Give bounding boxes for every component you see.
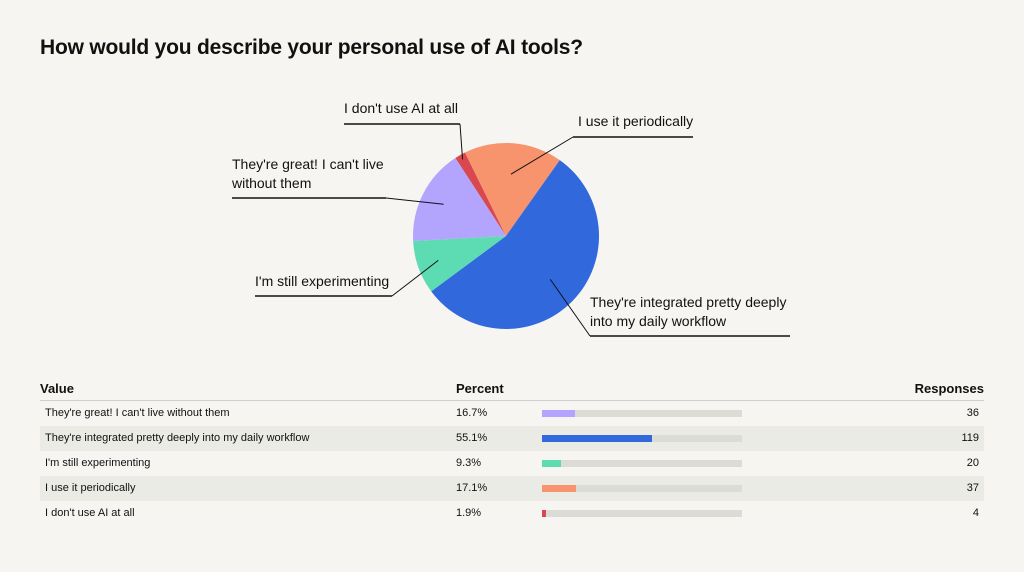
- percent-bar-track: [542, 510, 742, 517]
- slice-label: I use it periodically: [578, 113, 693, 129]
- slice-label: I don't use AI at all: [344, 100, 458, 116]
- table-row: They're integrated pretty deeply into my…: [40, 426, 984, 451]
- row-responses: 36: [966, 407, 979, 419]
- table-row: I'm still experimenting 9.3% 20: [40, 451, 984, 476]
- pie-slice: [464, 143, 560, 236]
- table-row: I don't use AI at all 1.9% 4: [40, 501, 984, 526]
- row-value: I use it periodically: [45, 482, 136, 494]
- table-row: They're great! I can't live without them…: [40, 401, 984, 426]
- row-value: I'm still experimenting: [45, 457, 151, 469]
- pie-slice: [413, 236, 506, 292]
- row-percent: 1.9%: [456, 507, 482, 519]
- table-row: I use it periodically 17.1% 37: [40, 476, 984, 501]
- callout-leader-line: [549, 279, 591, 337]
- row-responses: 20: [966, 457, 979, 469]
- callout-leader-line: [391, 259, 439, 297]
- row-percent: 16.7%: [456, 407, 488, 419]
- slice-label: They're integrated pretty deeply into my …: [590, 294, 786, 329]
- percent-bar-fill: [542, 435, 653, 442]
- header-responses: Responses: [914, 381, 984, 396]
- callout-leader-line: [510, 136, 574, 175]
- row-percent: 17.1%: [456, 482, 488, 494]
- percent-bar-track: [542, 410, 742, 417]
- percent-bar-track: [542, 485, 742, 492]
- pie-slice: [455, 152, 506, 236]
- pie-chart: They're great! I can't live without them T…: [231, 100, 790, 337]
- slice-label: I'm still experimenting: [255, 273, 389, 289]
- header-percent: Percent: [456, 381, 504, 396]
- pie-slice: [431, 160, 599, 329]
- row-value: They're great! I can't live without them: [45, 407, 230, 419]
- percent-bar-fill: [542, 460, 561, 467]
- row-responses: 119: [961, 432, 979, 444]
- pie-slice: [412, 158, 506, 241]
- table-header: Value Percent Responses: [40, 378, 984, 401]
- row-responses: 4: [972, 507, 979, 519]
- row-value: They're integrated pretty deeply into my…: [45, 432, 310, 444]
- percent-bar-track: [542, 435, 742, 442]
- callout-leader-line: [459, 123, 464, 160]
- percent-bar-fill: [542, 510, 546, 517]
- row-responses: 37: [966, 482, 979, 494]
- chart-title: How would you describe your personal use…: [40, 36, 583, 59]
- percent-bar-track: [542, 460, 742, 467]
- percent-bar-fill: [542, 410, 576, 417]
- header-value: Value: [40, 381, 74, 396]
- results-table: Value Percent Responses They're great! I…: [40, 378, 984, 526]
- row-percent: 55.1%: [456, 432, 488, 444]
- row-percent: 9.3%: [456, 457, 482, 469]
- slice-label: They're great! I can't live without them: [231, 156, 384, 191]
- callout-leader-line: [385, 197, 444, 205]
- percent-bar-fill: [542, 485, 577, 492]
- row-value: I don't use AI at all: [45, 507, 135, 519]
